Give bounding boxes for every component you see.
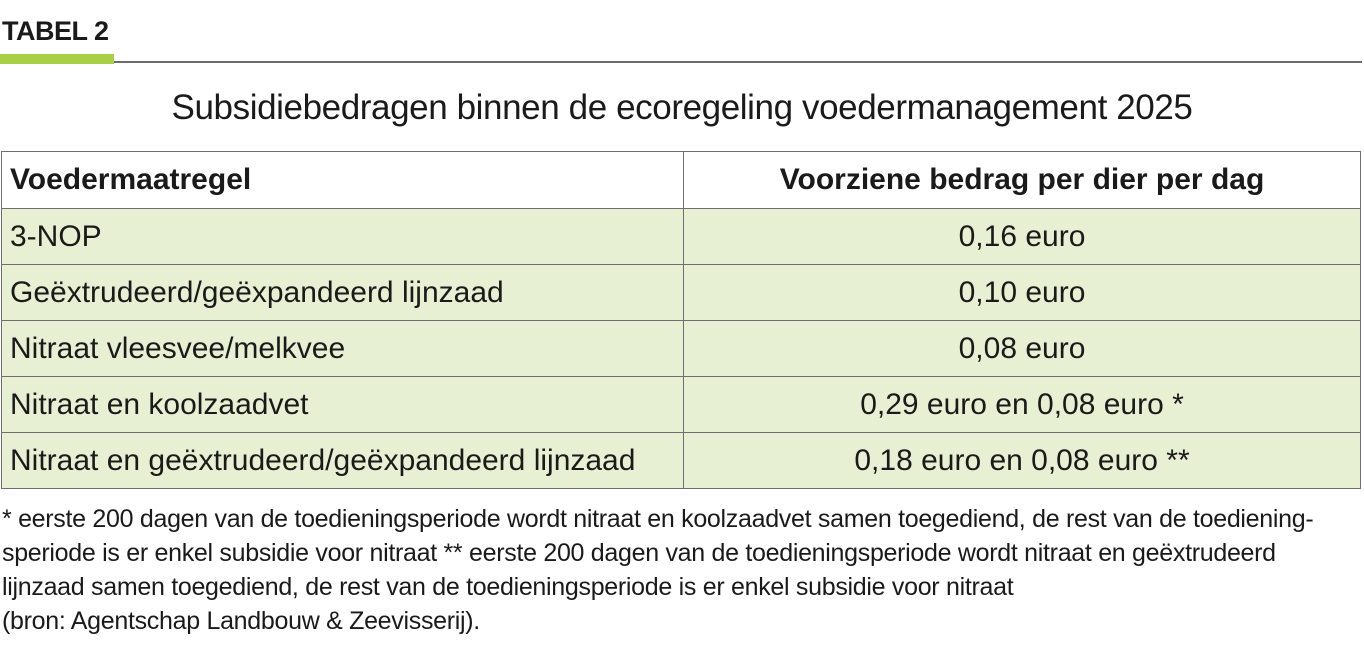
- amount-cell: 0,18 euro en 0,08 euro **: [683, 432, 1361, 489]
- table-label: TABEL 2: [2, 16, 109, 46]
- amount-cell: 0,10 euro: [683, 264, 1361, 321]
- column-header-measure: Voedermaatregel: [1, 151, 684, 209]
- table-header-row: Voedermaatregel Voorziene bedrag per die…: [1, 151, 1361, 209]
- column-header-amount: Voorziene bedrag per dier per dag: [683, 151, 1361, 209]
- footnote-line: * eerste 200 dagen van de toedieningsper…: [2, 505, 1314, 533]
- table-row: Nitraat vleesvee/melkvee 0,08 euro: [1, 320, 1361, 377]
- table-row: 3-NOP 0,16 euro: [1, 208, 1361, 265]
- table-title: Subsidiebedragen binnen de ecoregeling v…: [171, 88, 1193, 127]
- footnote-line: speriode is er enkel subsidie voor nitra…: [2, 539, 1276, 567]
- label-accent-bar: [0, 54, 114, 64]
- amount-cell: 0,29 euro en 0,08 euro *: [683, 376, 1361, 433]
- subsidy-table: Voedermaatregel Voorziene bedrag per die…: [1, 151, 1361, 489]
- header-rule: [114, 61, 1362, 63]
- table-row: Nitraat en geëxtrudeerd/geëxpandeerd lij…: [1, 432, 1361, 489]
- footnotes: * eerste 200 dagen van de toedieningsper…: [2, 502, 1357, 638]
- measure-cell: Geëxtrudeerd/geëxpandeerd lijnzaad: [1, 264, 684, 321]
- footnote-line: lijnzaad samen toegediend, de rest van d…: [2, 573, 1014, 601]
- measure-cell: Nitraat en geëxtrudeerd/geëxpandeerd lij…: [1, 432, 684, 489]
- measure-cell: 3-NOP: [1, 208, 684, 265]
- amount-cell: 0,08 euro: [683, 320, 1361, 377]
- amount-cell: 0,16 euro: [683, 208, 1361, 265]
- measure-cell: Nitraat en koolzaadvet: [1, 376, 684, 433]
- table-row: Geëxtrudeerd/geëxpandeerd lijnzaad 0,10 …: [1, 264, 1361, 321]
- source-line: (bron: Agentschap Landbouw & Zeevisserij…: [2, 607, 480, 635]
- table-row: Nitraat en koolzaadvet 0,29 euro en 0,08…: [1, 376, 1361, 433]
- measure-cell: Nitraat vleesvee/melkvee: [1, 320, 684, 377]
